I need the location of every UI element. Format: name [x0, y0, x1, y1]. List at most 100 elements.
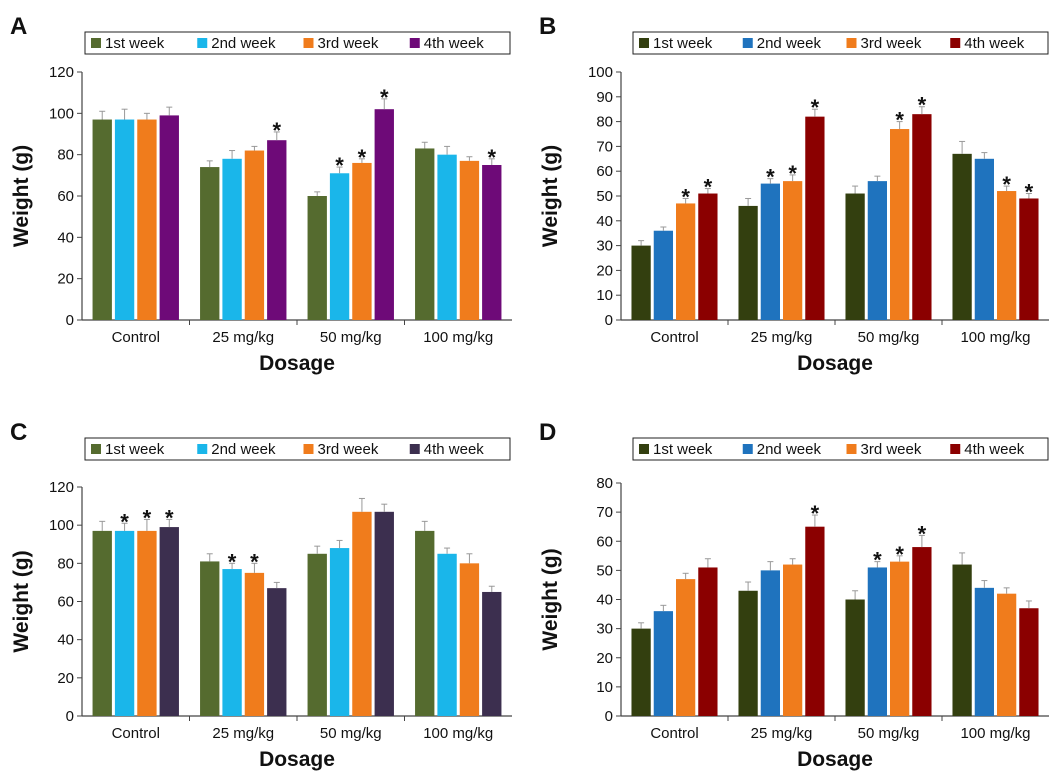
bar — [867, 181, 887, 320]
y-tick-label: 120 — [49, 479, 74, 496]
y-axis-title: Weight (g) — [539, 145, 562, 247]
legend-label: 2nd week — [211, 35, 276, 52]
bar — [159, 527, 179, 716]
bar — [805, 116, 825, 320]
significance-star: * — [918, 93, 927, 118]
legend-label: 4th week — [964, 35, 1025, 52]
y-tick-label: 80 — [596, 114, 613, 131]
x-category-label: 25 mg/kg — [751, 725, 813, 742]
panel-letter: D — [539, 419, 556, 446]
bar — [676, 579, 696, 716]
legend-swatch — [742, 38, 753, 48]
y-tick-label: 10 — [596, 287, 613, 304]
bar — [738, 590, 758, 716]
bar — [459, 563, 480, 716]
bar — [352, 511, 372, 716]
significance-star: * — [811, 95, 820, 120]
bar — [676, 203, 696, 320]
legend-label: 2nd week — [211, 441, 276, 458]
bar — [974, 587, 994, 716]
significance-star: * — [788, 161, 797, 186]
bar — [653, 611, 673, 716]
y-axis-title: Weight (g) — [539, 548, 562, 650]
bar — [200, 561, 220, 716]
y-tick-label: 50 — [596, 562, 613, 579]
significance-star: * — [228, 549, 237, 574]
bar — [244, 572, 265, 716]
x-category-label: 50 mg/kg — [320, 725, 382, 742]
bar — [222, 158, 242, 320]
legend-swatch — [409, 444, 420, 454]
chart-svg: B 1st week 2nd week 3rd week 4th week 0 10 20 30… — [539, 13, 1049, 375]
bar — [974, 158, 994, 320]
legend-swatch — [91, 444, 101, 454]
bar — [760, 183, 780, 320]
x-category-label: 100 mg/kg — [960, 329, 1030, 346]
significance-star: * — [358, 145, 367, 170]
legend-swatch — [303, 38, 314, 48]
bar — [437, 553, 457, 716]
bar — [137, 119, 157, 321]
y-tick-label: 20 — [596, 262, 613, 279]
x-category-label: 100 mg/kg — [423, 725, 493, 742]
bar — [329, 548, 350, 716]
bar — [997, 593, 1017, 716]
y-tick-label: 70 — [596, 504, 613, 521]
legend-swatch — [303, 444, 314, 454]
legend-swatch — [846, 444, 857, 454]
panel-letter: C — [10, 419, 27, 446]
legend-swatch — [197, 38, 208, 48]
legend-box — [84, 31, 511, 55]
significance-star: * — [895, 542, 904, 567]
legend-label: 1st week — [105, 35, 165, 52]
y-tick-label: 0 — [605, 708, 613, 725]
panel-a: A 1st week 2nd week 3rd week 4th week 0 20 40 60… — [0, 0, 529, 390]
bar — [200, 167, 220, 320]
bar — [137, 530, 157, 716]
x-category-label: 25 mg/kg — [212, 725, 274, 742]
bar — [415, 530, 435, 716]
bar — [374, 109, 394, 320]
y-tick-label: 100 — [588, 64, 613, 81]
bar — [997, 191, 1017, 320]
bar — [415, 148, 435, 320]
y-tick-label: 60 — [57, 594, 74, 611]
bar — [890, 561, 910, 716]
y-tick-label: 60 — [596, 163, 613, 180]
bar — [760, 570, 780, 716]
legend-label: 3rd week — [861, 441, 922, 458]
panel-b: B 1st week 2nd week 3rd week 4th week 0 10 20 30… — [529, 0, 1058, 390]
legend-label: 4th week — [964, 441, 1025, 458]
bar — [698, 193, 718, 320]
y-tick-label: 90 — [596, 89, 613, 106]
significance-star: * — [873, 548, 882, 573]
significance-star: * — [895, 108, 904, 133]
bar — [92, 119, 112, 321]
bar — [307, 196, 327, 320]
y-tick-label: 60 — [596, 533, 613, 550]
significance-star: * — [766, 165, 775, 190]
y-tick-label: 120 — [49, 64, 74, 81]
bar — [92, 530, 112, 716]
panel-letter: A — [10, 13, 27, 40]
bar — [114, 119, 135, 321]
bar — [459, 160, 480, 320]
legend-box — [632, 31, 1049, 55]
significance-star: * — [681, 184, 690, 209]
bar — [845, 599, 865, 716]
bar — [890, 129, 910, 320]
bar — [482, 165, 502, 320]
bar — [845, 193, 865, 320]
panel-d: D 1st week 2nd week 3rd week 4th week 0 10 20 30… — [529, 390, 1058, 780]
legend-swatch — [197, 444, 208, 454]
bar — [631, 628, 651, 716]
bar — [307, 553, 327, 716]
y-tick-label: 10 — [596, 679, 613, 696]
legend-swatch — [91, 38, 101, 48]
significance-star: * — [918, 521, 927, 546]
significance-star: * — [165, 505, 174, 530]
legend-label: 4th week — [424, 35, 485, 52]
y-tick-label: 0 — [66, 312, 74, 329]
significance-star: * — [272, 118, 281, 143]
bar — [1019, 608, 1039, 716]
